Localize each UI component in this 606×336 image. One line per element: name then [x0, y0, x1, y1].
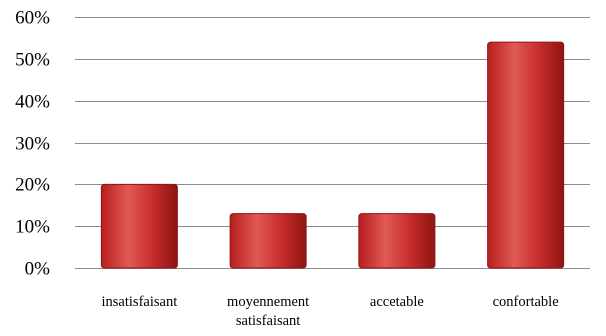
x-category-label: moyennement	[227, 294, 309, 310]
y-tick-label: 50%	[15, 50, 50, 71]
y-tick-label: 0%	[25, 259, 51, 280]
x-category-label: accetable	[370, 294, 424, 310]
x-axis: insatisfaisant moyennement satisfaisant acc…	[102, 294, 559, 329]
x-category-label: satisfaisant	[236, 313, 300, 329]
y-tick-label: 20%	[15, 175, 50, 196]
x-category-label: insatisfaisant	[102, 294, 178, 310]
y-tick-label: 30%	[15, 134, 50, 155]
y-tick-label: 10%	[15, 217, 50, 238]
y-tick-label: 60%	[15, 8, 50, 29]
y-tick-label: 40%	[15, 92, 50, 113]
bar	[487, 41, 565, 269]
bars	[100, 41, 565, 269]
y-axis: 0% 10% 20% 30% 40% 50% 60%	[15, 8, 50, 280]
x-category-label: confortable	[493, 294, 559, 310]
bar	[358, 213, 436, 269]
bar	[229, 213, 307, 269]
bar	[100, 183, 178, 269]
